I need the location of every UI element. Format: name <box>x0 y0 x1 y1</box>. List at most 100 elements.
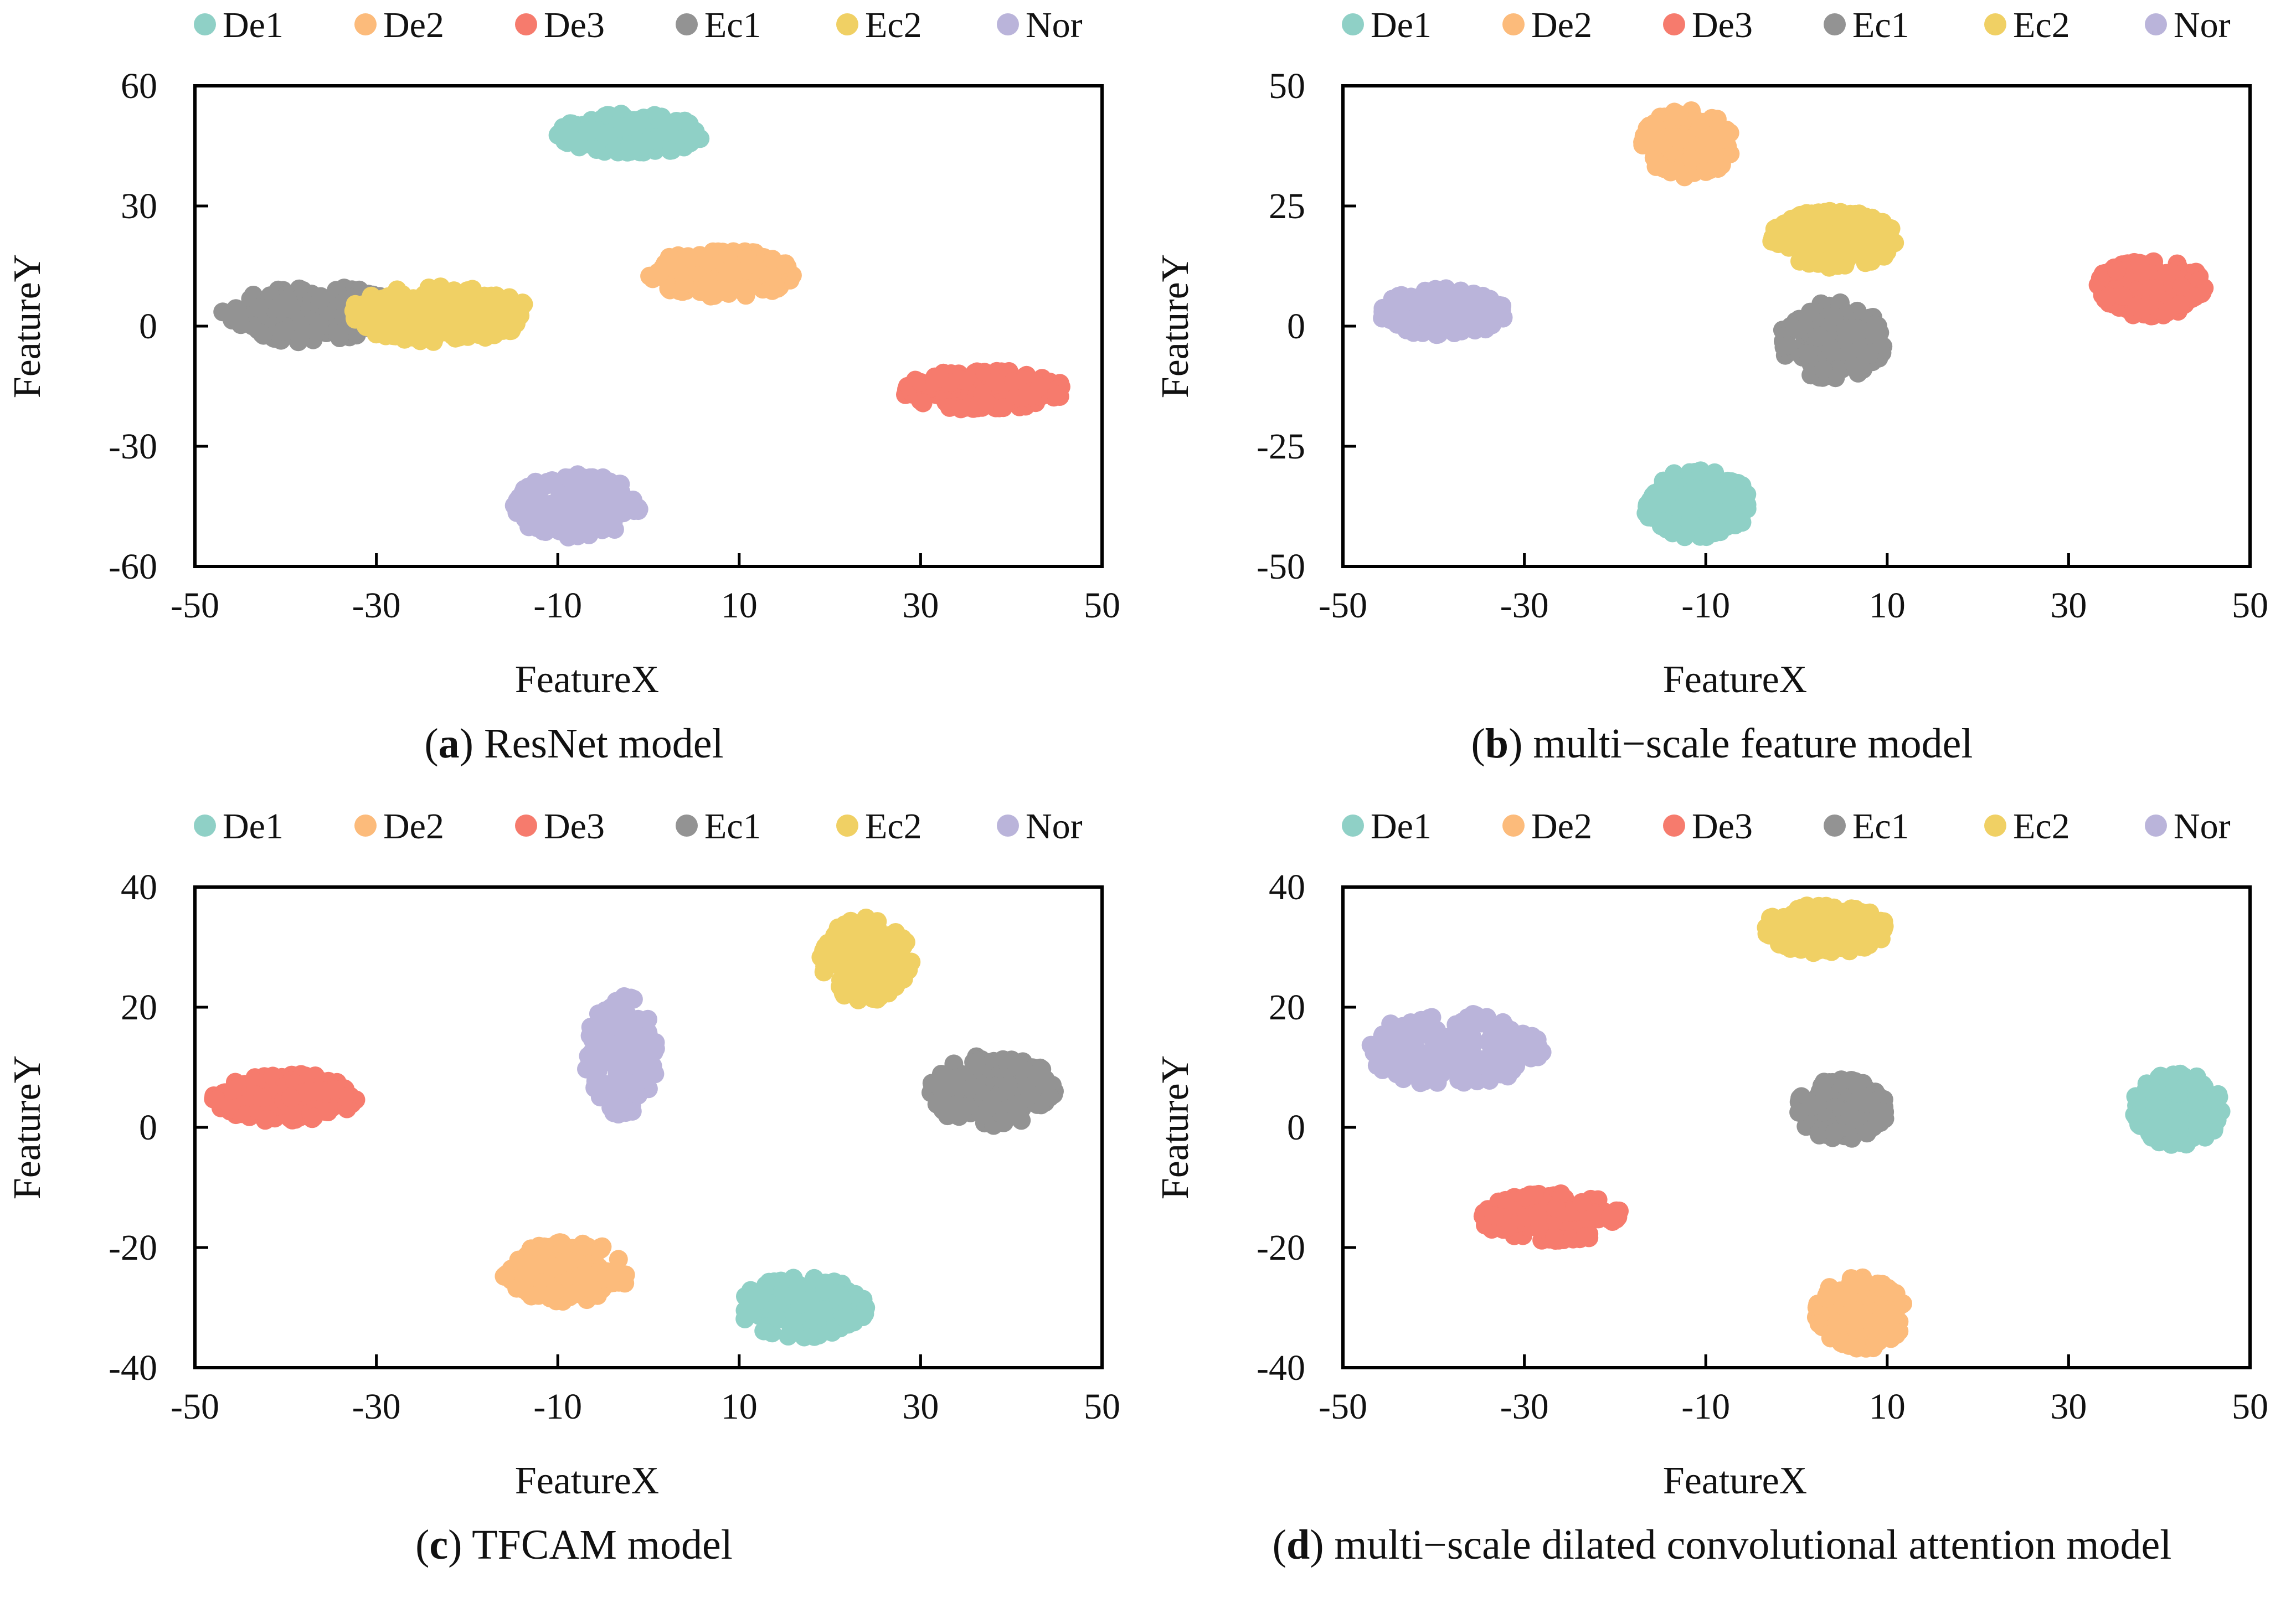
point-de1-c <box>827 1284 846 1303</box>
point-ec2-a <box>407 309 426 328</box>
point-ec1-d <box>1808 1095 1827 1115</box>
point-ec2-d <box>1798 934 1816 953</box>
point-de3-b <box>2142 279 2161 298</box>
points-layer-d <box>1361 896 2231 1358</box>
point-nor-a <box>533 477 552 497</box>
cluster-de3-a <box>896 362 1070 419</box>
legend-item-de1-a: De1 <box>194 5 284 45</box>
point-ec1-a <box>330 328 349 347</box>
point-ec2-a <box>385 309 405 328</box>
cluster-de1-b <box>1636 461 1757 547</box>
legend-swatch-nor-b <box>2145 13 2167 35</box>
cluster-de3-c <box>204 1065 365 1130</box>
cluster-ec2-c <box>811 908 921 1009</box>
point-nor-a <box>611 502 631 521</box>
point-ec2-b <box>1782 211 1801 230</box>
legend-swatch-ec2-a <box>836 13 858 35</box>
x-axis-title-c: FeatureX <box>515 1460 659 1502</box>
point-de3-c <box>220 1096 239 1115</box>
point-de3-c <box>223 1080 242 1100</box>
legend-swatch-ec2-b <box>1984 13 2006 35</box>
point-de2-d <box>1816 1288 1836 1308</box>
point-de2-a <box>737 281 756 300</box>
plot-frame-c <box>193 885 1104 1369</box>
point-nor-b <box>1429 280 1449 300</box>
point-ec2-c <box>902 952 921 972</box>
point-ec2-a <box>444 281 464 301</box>
point-de3-a <box>911 373 930 392</box>
x-tick-label-b: -50 <box>1319 585 1367 626</box>
point-ec1-a <box>311 287 331 306</box>
legend-swatch-de2-a <box>354 13 377 35</box>
point-de2-d <box>1827 1314 1846 1333</box>
y-tick-label-b: -25 <box>1257 426 1305 467</box>
point-ec1-a <box>225 307 244 326</box>
x-tick-label-b: -10 <box>1681 585 1730 626</box>
legend-item-ec2-d: Ec2 <box>1984 806 2070 847</box>
chart-panel-d: De1 De2 De3 Ec1 Ec2 Nor -50 -30 -10 10 30 50 40 20 0 -2… <box>1148 801 2296 1602</box>
y-tick-label-b: 0 <box>1287 306 1305 347</box>
point-ec1-d <box>1790 1089 1810 1108</box>
point-ec1-a <box>254 326 273 345</box>
legend-swatch-de1-b <box>1342 13 1364 35</box>
x-tick-label-c: -50 <box>171 1386 219 1427</box>
point-ec1-c <box>998 1076 1018 1095</box>
point-nor-d <box>1382 1058 1401 1078</box>
point-de1-a <box>582 121 601 140</box>
point-de1-d <box>2206 1090 2226 1109</box>
point-de3-d <box>1601 1207 1620 1226</box>
point-nor-b <box>1454 302 1474 321</box>
point-nor-d <box>1422 1008 1442 1027</box>
point-de3-d <box>1516 1187 1535 1207</box>
y-tick-label-c: 20 <box>121 987 157 1028</box>
y-tick-label-a: 0 <box>139 306 157 347</box>
point-ec1-a <box>273 321 292 341</box>
point-de3-b <box>2158 302 2177 322</box>
point-de2-b <box>1644 131 1664 151</box>
point-de2-c <box>601 1270 620 1288</box>
point-nor-d <box>1424 1042 1443 1061</box>
point-ec2-a <box>514 295 533 314</box>
legend-swatch-de1-a <box>194 13 216 35</box>
point-de3-d <box>1547 1199 1566 1218</box>
point-nor-a <box>560 511 579 530</box>
cluster-de3-d <box>1473 1184 1629 1250</box>
point-ec1-d <box>1846 1092 1866 1111</box>
point-nor-d <box>1428 1073 1447 1092</box>
point-de1-c <box>784 1311 803 1331</box>
point-nor-d <box>1497 1035 1517 1054</box>
scatter-chart-b: De1 De2 De3 Ec1 Ec2 Nor -50 -30 -10 10 30 50 50 25 0 -2… <box>1154 5 2268 701</box>
legend-label-de1-b: De1 <box>1371 5 1432 45</box>
legend-label-de1-a: De1 <box>223 5 284 45</box>
point-ec2-c <box>863 935 882 954</box>
point-de2-a <box>694 250 713 270</box>
legend-label-de1-c: De1 <box>223 806 284 847</box>
point-de2-c <box>529 1286 548 1305</box>
point-de3-b <box>2140 295 2159 315</box>
point-ec2-c <box>866 970 884 989</box>
point-nor-d <box>1424 1024 1443 1044</box>
legend-label-nor-d: Nor <box>2174 806 2231 847</box>
cluster-nor-a <box>504 465 648 547</box>
point-nor-a <box>508 491 527 510</box>
point-nor-d <box>1462 1027 1481 1046</box>
legend-label-de2-d: De2 <box>1531 806 1592 847</box>
point-de3-a <box>993 398 1013 417</box>
caption-letter-c: c <box>429 1522 449 1568</box>
point-de1-a <box>555 123 575 142</box>
point-de1-d <box>2171 1133 2190 1152</box>
cluster-nor-d <box>1361 1005 1552 1092</box>
legend-label-de2-b: De2 <box>1531 5 1592 45</box>
point-nor-d <box>1449 1070 1469 1090</box>
point-de3-a <box>1002 372 1021 391</box>
y-tick-label-d: -40 <box>1257 1348 1305 1388</box>
x-tick-label-d: 50 <box>2232 1386 2268 1427</box>
point-de3-c <box>285 1103 304 1122</box>
point-de2-b <box>1645 114 1664 133</box>
point-de2-a <box>675 275 694 294</box>
point-de3-a <box>985 372 1005 391</box>
point-de2-b <box>1666 128 1686 147</box>
point-ec2-b <box>1799 219 1818 238</box>
point-de1-d <box>2127 1106 2146 1126</box>
point-de1-a <box>621 142 641 161</box>
